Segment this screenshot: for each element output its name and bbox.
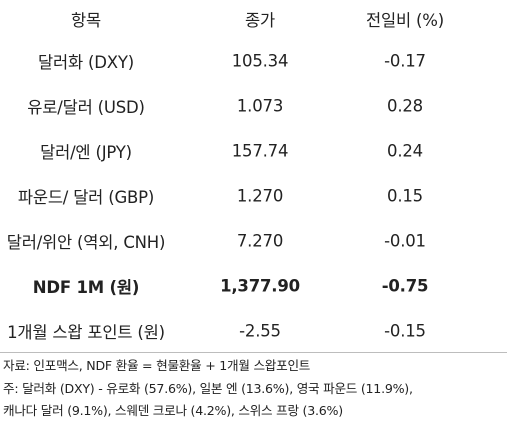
row-close-value: 1.270	[236, 186, 284, 205]
divider-line	[0, 352, 507, 353]
row-close-value: 105.34	[231, 51, 289, 70]
row-close-value: -2.55	[239, 321, 281, 340]
row-change-value: -0.75	[381, 276, 429, 295]
row-change-value: -0.01	[384, 231, 426, 250]
composition-note-line-1: 주: 달러화 (DXY) - 유로화 (57.6%), 일본 엔 (13.6%)…	[3, 380, 413, 396]
row-close-value: 1,377.90	[220, 276, 300, 295]
table-row-eurusd: 유로/달러 (USD) 1.073 0.28	[0, 83, 515, 128]
table-row-usdjpy: 달러/엔 (JPY) 157.74 0.24	[0, 128, 515, 173]
header-close: 종가	[245, 11, 275, 30]
row-item-label: 달러/위안 (역외, CNH)	[6, 232, 166, 252]
header-change: 전일비 (%)	[366, 11, 444, 30]
table-row-ndf-1m: NDF 1M (원) 1,377.90 -0.75	[0, 263, 515, 308]
row-change-value: 0.24	[387, 141, 423, 160]
row-close-value: 7.270	[236, 231, 284, 250]
row-change-value: -0.17	[384, 51, 426, 70]
row-item-label: 1개월 스왑 포인트 (원)	[7, 322, 165, 342]
row-item-label: 파운드/ 달러 (GBP)	[17, 187, 155, 207]
row-item-label: NDF 1M (원)	[32, 277, 140, 297]
header-item: 항목	[71, 11, 101, 30]
table-row-gbpusd: 파운드/ 달러 (GBP) 1.270 0.15	[0, 173, 515, 218]
fx-rates-table: 항목 종가 전일비 (%) 달러화 (DXY) 105.34 -0.17 유로/…	[0, 0, 515, 353]
table-header-row: 항목 종가 전일비 (%)	[0, 0, 515, 38]
composition-note-line-2: 캐나다 달러 (9.1%), 스웨덴 크로나 (4.2%), 스위스 프랑 (3…	[3, 403, 343, 418]
row-item-label: 달러화 (DXY)	[38, 52, 134, 72]
table-row-dxy: 달러화 (DXY) 105.34 -0.17	[0, 38, 515, 83]
source-note: 자료: 인포맥스, NDF 환율 = 현물환율 + 1개월 스왑포인트	[3, 358, 311, 373]
row-change-value: 0.28	[387, 96, 423, 115]
table-row-swap-point: 1개월 스왑 포인트 (원) -2.55 -0.15	[0, 308, 515, 353]
row-close-value: 157.74	[231, 141, 289, 160]
row-item-label: 달러/엔 (JPY)	[40, 142, 132, 162]
row-close-value: 1.073	[236, 96, 284, 115]
row-item-label: 유로/달러 (USD)	[27, 97, 145, 117]
row-change-value: -0.15	[384, 321, 426, 340]
footnotes: 자료: 인포맥스, NDF 환율 = 현물환율 + 1개월 스왑포인트 주: 달…	[3, 355, 513, 423]
table-row-usdcnh: 달러/위안 (역외, CNH) 7.270 -0.01	[0, 218, 515, 263]
row-change-value: 0.15	[387, 186, 423, 205]
